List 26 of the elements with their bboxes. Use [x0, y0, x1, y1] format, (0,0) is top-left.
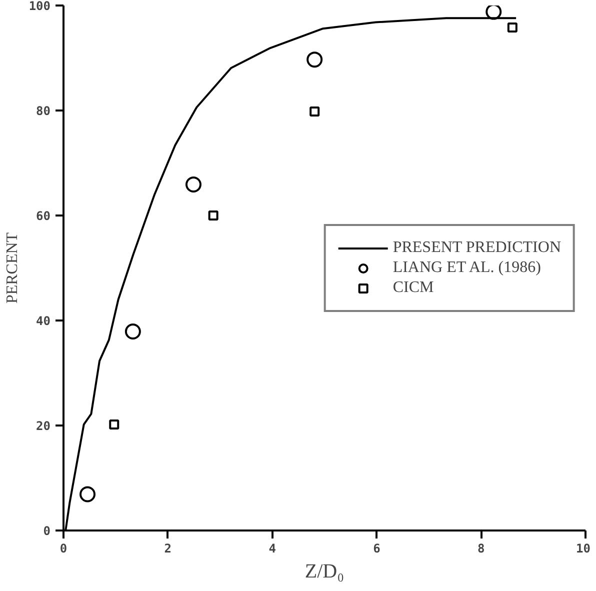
point [310, 106, 320, 117]
x-tick-label: 6 [373, 542, 380, 556]
point [185, 176, 202, 193]
legend-label: PRESENT PREDICTION [392, 238, 561, 256]
x-tick-label: 2 [164, 542, 172, 556]
legend-label: LIANG ET AL. (1986) [392, 258, 541, 276]
point [208, 210, 218, 220]
legend-label: CICM [392, 278, 434, 296]
x-axis-title: Z/D₀ [304, 560, 344, 582]
x-tick-label: 10 [576, 542, 591, 556]
point [486, 6, 502, 20]
y-tick-label: 100 [28, 0, 51, 13]
y-tick-label: 80 [36, 104, 51, 118]
point [80, 486, 96, 502]
point [507, 22, 518, 33]
y-tick-label: 40 [36, 314, 51, 328]
x-tick-label: 0 [60, 542, 68, 556]
x-tick-label: 4 [268, 542, 276, 556]
y-tick-label: 60 [36, 209, 51, 223]
x-tick-label: 8 [477, 542, 485, 556]
point [109, 419, 120, 430]
point [124, 324, 141, 340]
point [306, 52, 323, 68]
y-tick-label: 0 [43, 524, 51, 538]
y-tick-label: 20 [36, 419, 51, 433]
y-axis-title: PERCENT [4, 232, 21, 304]
